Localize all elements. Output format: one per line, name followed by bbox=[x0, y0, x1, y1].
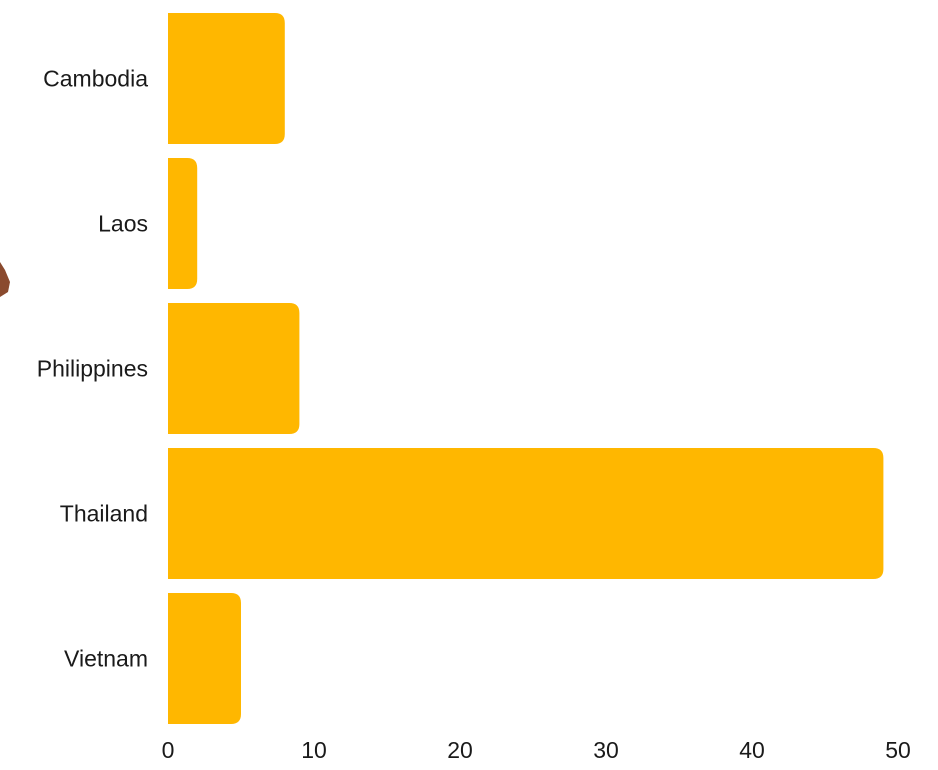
x-axis-tick-label: 20 bbox=[447, 737, 473, 763]
x-axis-tick-label: 40 bbox=[739, 737, 765, 763]
y-axis-label: Philippines bbox=[37, 356, 148, 382]
y-axis-label: Vietnam bbox=[64, 646, 148, 672]
x-axis-tick-label: 30 bbox=[593, 737, 619, 763]
y-axis-labels: Cambodia Laos Philippines Thailand Vietnam bbox=[37, 66, 148, 672]
y-axis-label: Laos bbox=[98, 211, 148, 237]
x-axis-tick-labels: 0 10 20 30 40 50 bbox=[162, 737, 911, 763]
y-axis-label: Thailand bbox=[60, 501, 148, 527]
bar-vietnam bbox=[168, 593, 241, 724]
bar-laos bbox=[168, 158, 198, 289]
bar-series bbox=[168, 13, 884, 724]
bar-philippines bbox=[168, 303, 300, 434]
x-axis-tick-label: 10 bbox=[301, 737, 327, 763]
bar-thailand bbox=[168, 448, 884, 579]
bar-cambodia bbox=[168, 13, 285, 144]
x-axis-tick-label: 0 bbox=[162, 737, 175, 763]
x-axis-tick-label: 50 bbox=[885, 737, 911, 763]
y-axis-label: Cambodia bbox=[43, 66, 148, 92]
decorative-edge-shape bbox=[0, 262, 10, 297]
